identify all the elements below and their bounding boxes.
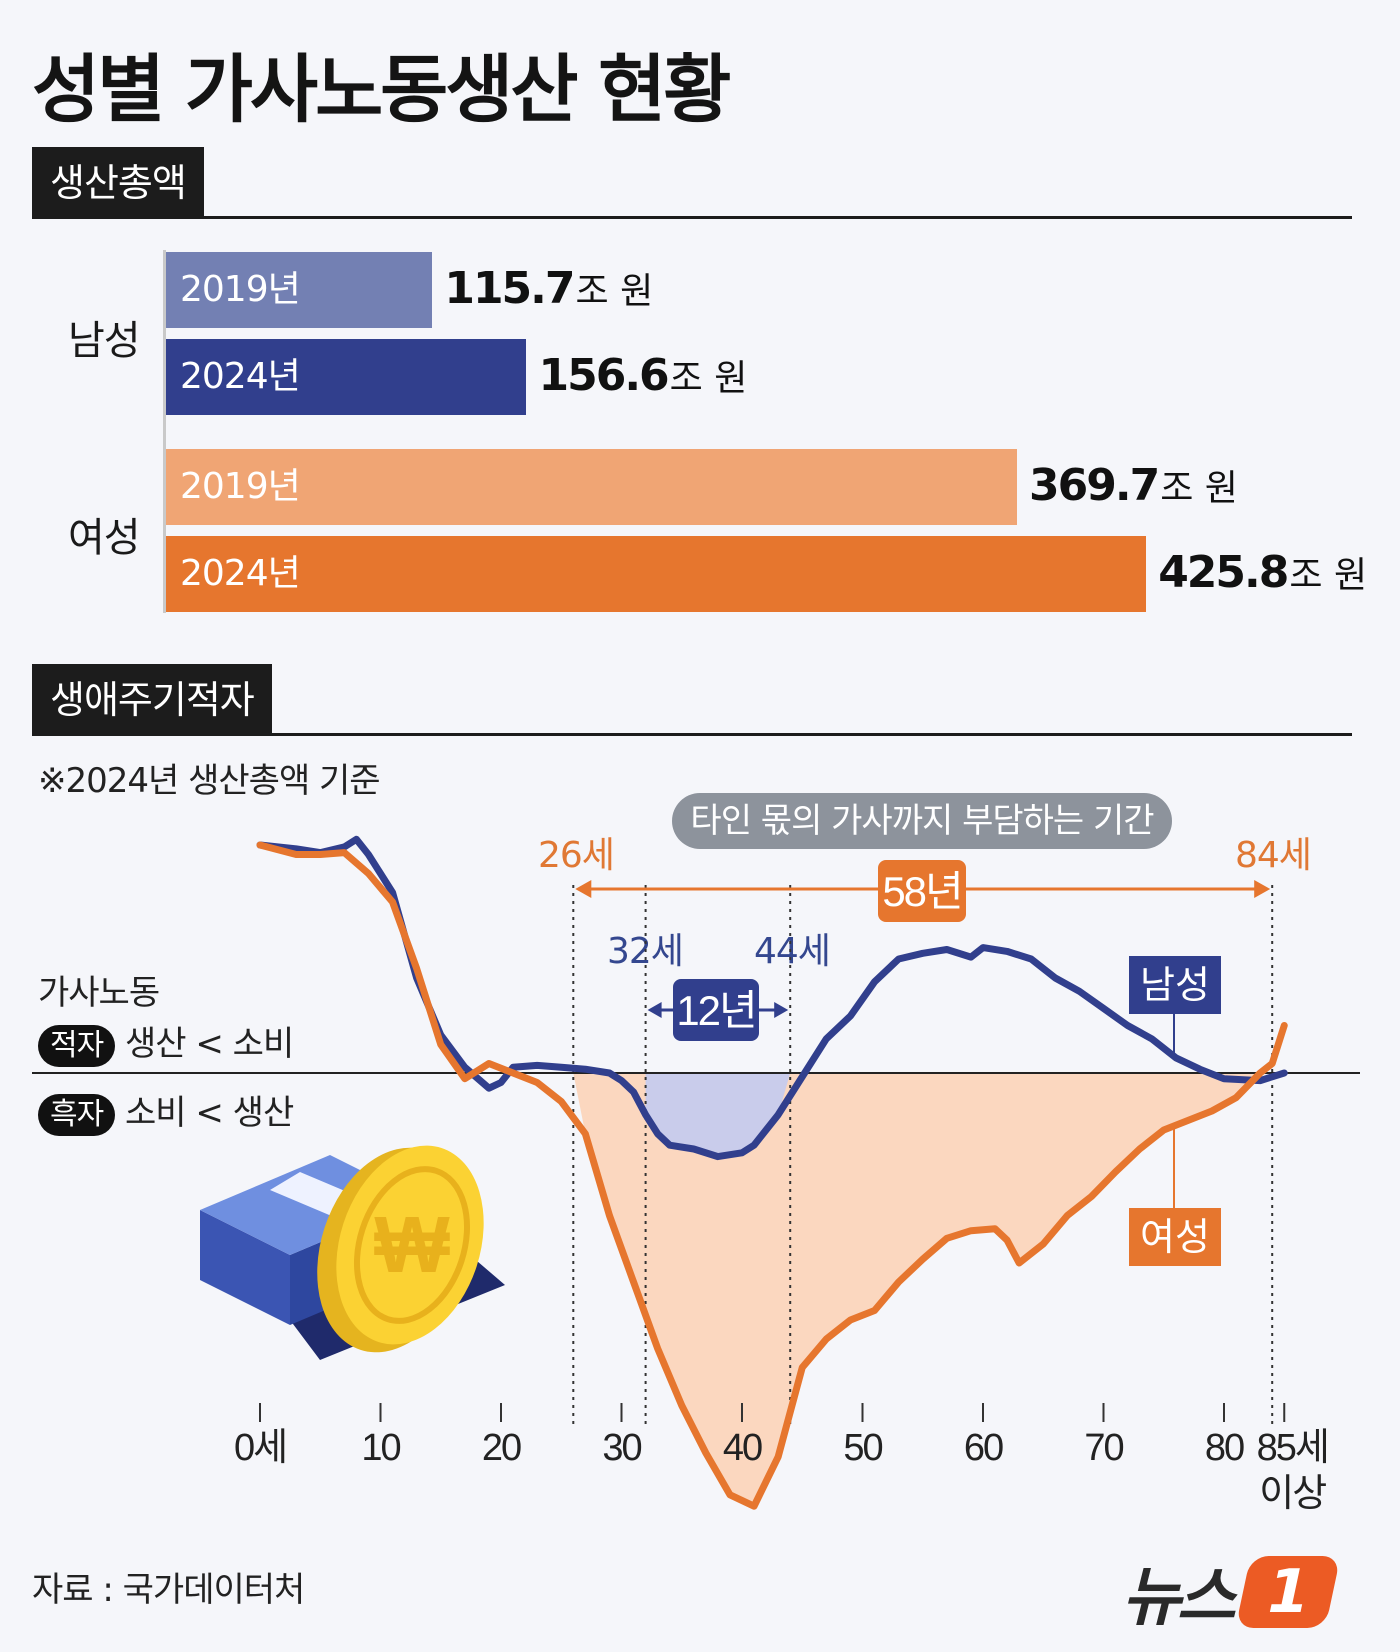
male-span-label: 12년 (676, 987, 755, 1034)
arrow-head (575, 880, 592, 898)
bar-year-label: 2024년 (180, 553, 301, 594)
money-illustration: ₩ (200, 1145, 505, 1360)
bar-year-label: 2019년 (180, 466, 301, 507)
deficit-text: 생산 < 소비 (125, 1024, 294, 1064)
arrow-head (647, 1002, 662, 1018)
male-series-label: 남성 (1140, 965, 1210, 1007)
female-span-box (878, 860, 966, 922)
bar-value-number: 156.6 (538, 350, 669, 401)
female-series-label: 여성 (1140, 1217, 1210, 1259)
bar-year-label: 2024년 (180, 356, 301, 397)
x-tick-label: 60 (964, 1427, 1003, 1469)
male-tag-box (1129, 956, 1221, 1014)
bar-value-number: 425.8 (1158, 547, 1289, 598)
bar-female-2024: 2024년 (166, 536, 1147, 612)
logo: 뉴스 1 (1122, 1546, 1341, 1635)
x-tick-label: 0세 (234, 1427, 286, 1469)
x-tick-sublabel: 이상 (1259, 1473, 1326, 1515)
logo-mark: 1 (1235, 1556, 1341, 1628)
x-tick-label: 30 (602, 1427, 641, 1469)
female-end-age: 84세 (1235, 835, 1312, 876)
bar-male-2019: 2019년 (166, 252, 433, 328)
male-deficit-area (645, 1073, 791, 1157)
female-series-line (256, 841, 1288, 1510)
bar-value-label: 115.7조 원 (444, 262, 653, 314)
deficit-legend: 적자 생산 < 소비 (38, 1016, 294, 1067)
male-span-box (673, 979, 759, 1041)
group-label-female: 여성 (68, 515, 141, 561)
x-tick-label: 70 (1084, 1427, 1123, 1469)
bar-value-unit: 조 원 (1289, 555, 1368, 596)
male-end-age: 44세 (754, 931, 831, 972)
female-deficit-area (573, 1073, 1273, 1507)
basis-note: ※2024년 생산총액 기준 (38, 761, 381, 801)
section-tag-lifecycle: 생애주기적자 (32, 664, 272, 736)
bill-stack-side (200, 1210, 290, 1325)
arrow-head (774, 1002, 789, 1018)
x-tick-label: 20 (482, 1427, 521, 1469)
female-start-age: 26세 (538, 835, 615, 876)
bar-value-number: 115.7 (444, 263, 575, 314)
bar-baseline (163, 250, 166, 613)
bar-value-unit: 조 원 (575, 271, 654, 312)
coin-rim (353, 1166, 471, 1324)
page-title: 성별 가사노동생산 현황 (32, 47, 731, 133)
bar-value-label: 156.6조 원 (538, 349, 747, 401)
surplus-legend: 흑자 소비 < 생산 (38, 1085, 294, 1136)
bar-value-unit: 조 원 (669, 358, 748, 399)
deficit-tag: 적자 (38, 1025, 116, 1067)
source-note: 자료 : 국가데이터처 (32, 1570, 305, 1610)
x-tick-label: 10 (361, 1427, 400, 1469)
bar-value-label: 425.8조 원 (1158, 546, 1367, 598)
burden-period-pill: 타인 몫의 가사까지 부담하는 기간 (672, 793, 1172, 849)
female-tag-box (1129, 1208, 1221, 1266)
x-tick-label: 50 (843, 1427, 882, 1469)
won-icon: ₩ (374, 1200, 450, 1289)
arrow-head (1254, 880, 1271, 898)
section-divider (32, 733, 1352, 736)
logo-text: 뉴스 (1122, 1561, 1236, 1635)
surplus-text: 소비 < 생산 (125, 1093, 294, 1133)
x-tick-label: 40 (723, 1427, 762, 1469)
y-top-label: 가사노동 (38, 973, 160, 1013)
surplus-tag: 흑자 (38, 1094, 116, 1136)
bar-female-2019: 2019년 (166, 449, 1018, 525)
group-label-male: 남성 (68, 318, 141, 364)
bar-value-unit: 조 원 (1160, 468, 1238, 509)
x-tick-label: 80 (1205, 1427, 1244, 1469)
bar-value-label: 369.7조 원 (1029, 459, 1238, 511)
x-tick-label: 85세 (1257, 1427, 1328, 1469)
section-tag-total: 생산총액 (32, 147, 204, 219)
bar-value-number: 369.7 (1029, 460, 1160, 511)
bar-year-label: 2019년 (180, 269, 301, 310)
bar-male-2024: 2024년 (166, 339, 527, 415)
female-span-label: 58년 (882, 868, 961, 915)
section-divider (32, 216, 1352, 219)
